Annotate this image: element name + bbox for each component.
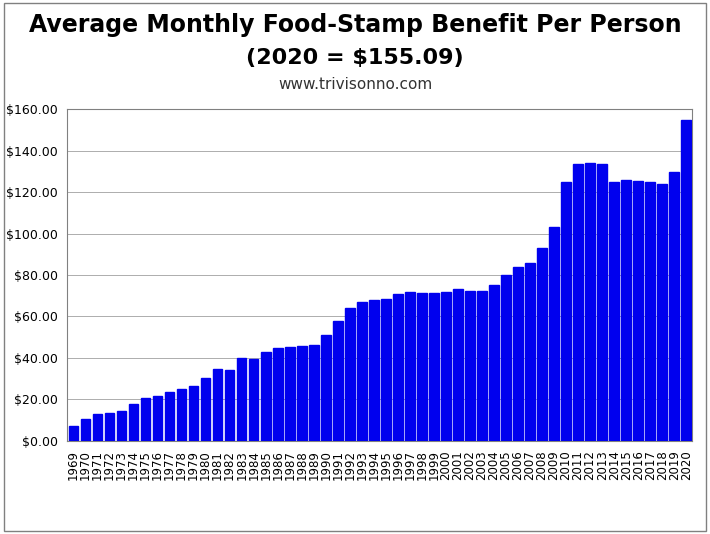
Bar bbox=[321, 335, 331, 441]
Bar bbox=[489, 285, 499, 441]
Bar bbox=[237, 358, 246, 441]
Bar bbox=[501, 275, 510, 441]
Bar bbox=[573, 164, 583, 441]
Bar bbox=[357, 302, 366, 441]
Bar bbox=[345, 308, 354, 441]
Bar bbox=[417, 293, 427, 441]
Bar bbox=[129, 404, 138, 441]
Bar bbox=[477, 290, 487, 441]
Bar bbox=[562, 182, 571, 441]
Bar bbox=[525, 263, 535, 441]
Bar bbox=[141, 398, 151, 441]
Bar bbox=[273, 349, 283, 441]
Bar bbox=[93, 414, 102, 441]
Bar bbox=[333, 320, 343, 441]
Bar bbox=[177, 389, 187, 441]
Bar bbox=[537, 248, 547, 441]
Bar bbox=[69, 426, 78, 441]
Bar bbox=[429, 293, 439, 441]
Bar bbox=[513, 267, 523, 441]
Bar bbox=[682, 120, 691, 441]
Bar bbox=[165, 392, 175, 441]
Bar bbox=[213, 369, 222, 441]
Bar bbox=[116, 411, 126, 441]
Bar bbox=[249, 359, 258, 441]
Bar bbox=[369, 300, 378, 441]
Bar bbox=[201, 379, 210, 441]
Bar bbox=[297, 347, 307, 441]
Bar bbox=[261, 351, 271, 441]
Bar bbox=[645, 182, 655, 441]
Bar bbox=[621, 180, 631, 441]
Bar bbox=[104, 413, 114, 441]
Bar bbox=[81, 419, 90, 441]
Bar bbox=[633, 181, 643, 441]
Bar bbox=[441, 292, 451, 441]
Bar bbox=[585, 163, 595, 441]
Bar bbox=[670, 171, 679, 441]
Bar bbox=[405, 292, 415, 441]
Text: www.trivisonno.com: www.trivisonno.com bbox=[278, 77, 432, 92]
Bar bbox=[550, 227, 559, 441]
Text: Average Monthly Food-Stamp Benefit Per Person: Average Monthly Food-Stamp Benefit Per P… bbox=[28, 13, 682, 37]
Bar bbox=[393, 294, 403, 441]
Bar bbox=[657, 184, 667, 441]
Bar bbox=[381, 299, 391, 441]
Bar bbox=[225, 370, 234, 441]
Text: (2020 = $155.09): (2020 = $155.09) bbox=[246, 48, 464, 68]
Bar bbox=[453, 289, 463, 441]
Bar bbox=[609, 182, 619, 441]
Bar bbox=[309, 345, 319, 441]
Bar bbox=[597, 164, 607, 441]
Bar bbox=[153, 396, 163, 441]
Bar bbox=[189, 386, 198, 441]
Bar bbox=[285, 348, 295, 441]
Bar bbox=[465, 290, 475, 441]
